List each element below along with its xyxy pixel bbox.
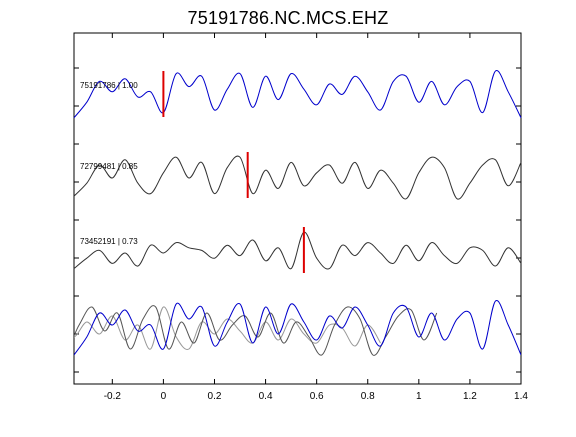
x-tick-label: 0.6: [310, 391, 324, 402]
overlay-trace-line: [74, 305, 438, 356]
chart-title: 75191786.NC.MCS.EHZ: [187, 8, 389, 28]
overlay-trace-line: [74, 306, 381, 350]
x-tick-label: 0.8: [361, 391, 375, 402]
trace-label: 75191786 | 1.00: [80, 81, 138, 90]
x-tick-label: 1.2: [463, 391, 477, 402]
x-tick-label: 0: [161, 391, 167, 402]
plot-frame: [73, 32, 522, 385]
trace-line: [73, 231, 522, 270]
x-tick-label: 1.4: [514, 391, 528, 402]
x-tick-label: 0.2: [208, 391, 222, 402]
x-tick-label: 1: [416, 391, 422, 402]
overlay-trace-line: [74, 300, 521, 356]
x-tick-label: -0.2: [104, 391, 122, 402]
trace-line: [73, 70, 522, 119]
trace-label: 73452191 | 0.73: [80, 237, 138, 246]
trace-label: 72799481 | 0.85: [80, 162, 138, 171]
trace-line: [73, 155, 522, 200]
x-tick-label: 0.4: [259, 391, 273, 402]
